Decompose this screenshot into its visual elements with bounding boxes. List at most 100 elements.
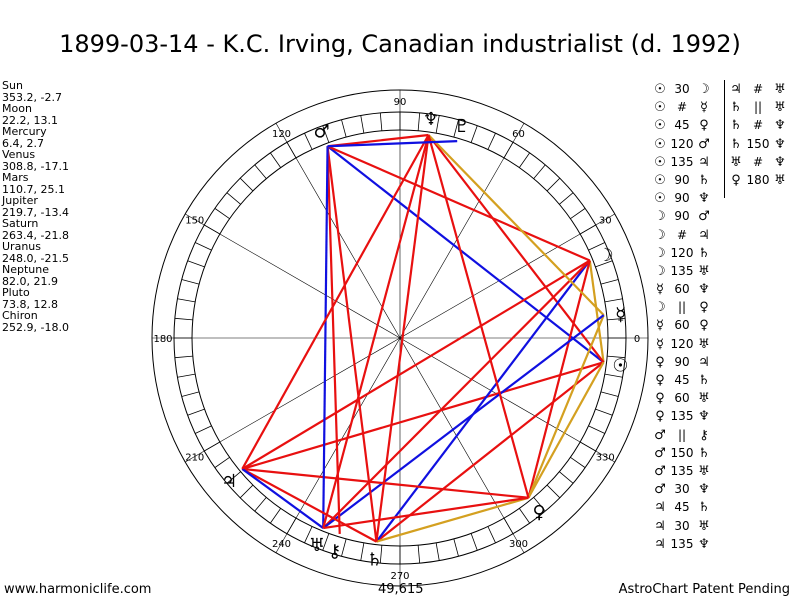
planet-glyph-icon: ♅	[774, 100, 786, 116]
aspect-line	[588, 260, 605, 363]
planet-glyph-icon: ♆	[698, 409, 710, 425]
aspect-angle: 150	[670, 445, 694, 460]
aspect-row: ♄ 150 ♆	[728, 135, 788, 153]
degree-tick	[304, 526, 313, 543]
aspect-row: ♃ 30 ♅	[652, 517, 712, 535]
planet-glyph-icon: ♃	[221, 471, 237, 492]
planet-glyph-icon: ♅	[698, 263, 710, 279]
planet-name: Uranus	[2, 240, 41, 253]
planet-glyph-icon: ♆	[698, 191, 710, 207]
aspect-angle: 90	[674, 191, 690, 206]
aspect-list-col2: ♃ # ♅ ♄ || ♅ ♄ # ♆ ♄ 150 ♆ ♅ # ♆ ♀ 180 ♅	[728, 80, 788, 189]
planet-glyph-icon: ♅	[698, 463, 710, 479]
aspect-angle: ||	[677, 427, 687, 442]
aspect-row: ♃ 135 ♆	[652, 535, 712, 553]
aspect-angle: 120	[670, 136, 694, 151]
aspect-angle: #	[752, 154, 764, 169]
degree-tick	[322, 533, 330, 551]
aspect-angle: ||	[677, 300, 687, 315]
aspect-row: ♂ || ⚷	[652, 426, 712, 444]
house-spoke	[399, 213, 615, 339]
aspect-row: ♀ 45 ♄	[652, 371, 712, 389]
degree-tick	[417, 545, 421, 564]
aspect-line	[376, 496, 529, 543]
aspect-angle: 90	[674, 209, 690, 224]
degree-tick	[533, 497, 546, 512]
planet-glyph-icon: ☽	[654, 263, 666, 279]
planet-glyph-icon: ♃	[654, 518, 666, 534]
aspect-angle: 150	[746, 136, 770, 151]
planet-name: Chiron	[2, 309, 38, 322]
degree-tick	[470, 125, 478, 143]
footer-site-link[interactable]: www.harmoniclife.com	[4, 582, 152, 597]
planet-glyph-icon: ♃	[698, 354, 710, 370]
planet-glyph-icon: ☿	[656, 336, 664, 352]
planet-glyph-icon: ♄	[698, 445, 710, 461]
planet-positions-list: Sun 353.2, -2.7 Moon 22.2, 13.1 Mercury 6.4, …	[2, 80, 69, 333]
aspect-row: ☉ 30 ☽	[652, 80, 712, 98]
planet-glyph-icon: ♄	[730, 136, 742, 152]
aspect-row: ☽ || ♀	[652, 298, 712, 316]
aspect-angle: #	[752, 118, 764, 133]
planet-glyph-icon: ♂	[654, 445, 666, 461]
aspect-angle: ||	[753, 100, 763, 115]
degree-tick	[533, 164, 546, 179]
degree-tick	[187, 408, 205, 416]
aspect-angle: 180	[746, 172, 770, 187]
planet-glyph-icon: ♆	[774, 118, 786, 134]
degree-tick	[360, 115, 365, 134]
degree-label: 90	[394, 97, 407, 108]
planet-glyph-icon: ☽	[654, 209, 666, 225]
planet-glyph-icon: ☽	[654, 227, 666, 243]
degree-tick	[239, 484, 254, 499]
degree-tick	[559, 192, 574, 205]
aspect-angle: 90	[674, 172, 690, 187]
planet-glyph-icon: ☽	[654, 245, 666, 261]
planet-glyph-icon: ♀	[655, 354, 665, 370]
degree-tick	[187, 260, 205, 268]
aspect-row: ☽ 90 ♂	[652, 207, 712, 225]
aspect-row: ☉ 135 ♃	[652, 153, 712, 171]
planet-glyph-icon: ♄	[730, 118, 742, 134]
aspect-line	[241, 468, 324, 529]
planet-glyph-icon: ♆	[774, 154, 786, 170]
planet-name: Mercury	[2, 125, 47, 138]
degree-tick	[270, 152, 282, 168]
degree-tick	[435, 542, 440, 561]
aspect-angle: 90	[674, 354, 690, 369]
degree-label: 210	[185, 453, 204, 464]
degree-tick	[518, 508, 530, 524]
aspect-line	[327, 133, 429, 148]
planet-glyph-icon: ♅	[698, 336, 710, 352]
degree-label: 120	[272, 129, 291, 140]
planet-glyph-icon: ♆	[698, 536, 710, 552]
planet-glyph-icon: ♀	[655, 409, 665, 425]
degree-tick	[600, 279, 619, 285]
planet-glyph-icon: ♅	[698, 518, 710, 534]
planet-glyph-icon: ☽	[597, 245, 613, 266]
planet-glyph-icon: ☉	[654, 136, 666, 152]
degree-tick	[174, 355, 193, 359]
planet-glyph-icon: ♄	[698, 373, 710, 388]
aspect-row: ♀ 90 ♃	[652, 353, 712, 371]
aspect-line	[327, 145, 591, 262]
planet-glyph-icon: ♀	[731, 172, 741, 188]
planet-glyph-icon: ♀	[699, 318, 709, 334]
planet-position: 248.0, -21.5	[2, 251, 69, 265]
aspect-angle: #	[676, 100, 688, 115]
degree-tick	[453, 538, 459, 557]
aspect-angle: 135	[670, 536, 694, 551]
degree-tick	[546, 484, 561, 499]
degree-tick	[559, 471, 574, 484]
degree-label: 150	[185, 216, 204, 227]
chart-title: 1899-03-14 - K.C. Irving, Canadian indus…	[59, 30, 741, 58]
aspect-angle: 45	[674, 118, 690, 133]
aspect-line	[375, 361, 605, 543]
house-spoke	[399, 123, 525, 339]
footer-coordinate-readout: 49,615	[378, 582, 424, 597]
aspect-line	[323, 496, 529, 530]
aspect-angle: 30	[674, 82, 690, 96]
degree-tick	[518, 152, 530, 168]
planet-glyph-icon: ♀	[655, 391, 665, 407]
aspect-row: ♂ 150 ♄	[652, 444, 712, 462]
